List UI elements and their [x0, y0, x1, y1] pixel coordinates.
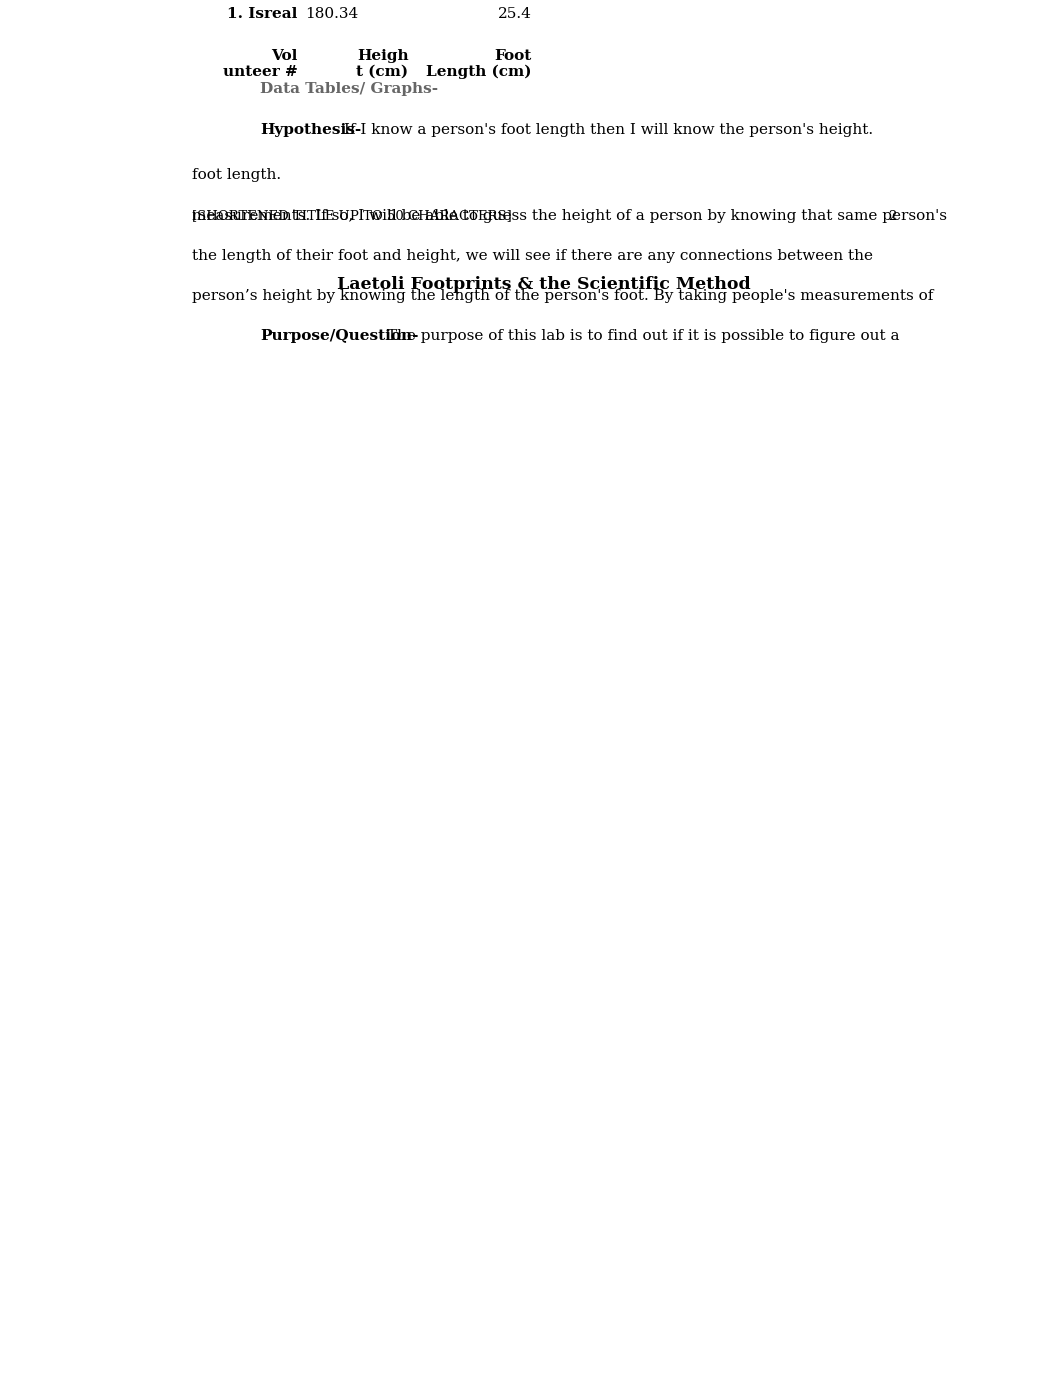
Text: Vol
unteer #: Vol unteer #	[223, 48, 297, 78]
Text: 180.34: 180.34	[306, 7, 359, 21]
Text: [SHORTENED TITLE UP TO 50 CHARACTERS]: [SHORTENED TITLE UP TO 50 CHARACTERS]	[192, 209, 512, 223]
Text: measurements. If so, I will be able to guess the height of a person by knowing t: measurements. If so, I will be able to g…	[192, 209, 947, 223]
FancyBboxPatch shape	[192, 0, 536, 52]
Text: 25.4: 25.4	[498, 7, 532, 21]
Text: Laetoli Footprints & the Scientific Method: Laetoli Footprints & the Scientific Meth…	[338, 277, 751, 293]
Text: foot length.: foot length.	[192, 168, 281, 182]
Text: the length of their foot and height, we will see if there are any connections be: the length of their foot and height, we …	[192, 249, 873, 263]
Text: Purpose/Question-: Purpose/Question-	[260, 329, 418, 344]
Text: 2: 2	[888, 209, 896, 223]
FancyBboxPatch shape	[192, 11, 536, 52]
FancyBboxPatch shape	[192, 0, 536, 11]
Text: Heigh
t (cm): Heigh t (cm)	[357, 48, 409, 78]
Text: Foot
Length (cm): Foot Length (cm)	[427, 48, 532, 80]
Text: Data Tables/ Graphs-: Data Tables/ Graphs-	[260, 83, 439, 96]
Text: 1. Isreal: 1. Isreal	[227, 7, 297, 21]
Text: Hypothesis-: Hypothesis-	[260, 122, 361, 136]
Text: If I know a person's foot length then I will know the person's height.: If I know a person's foot length then I …	[340, 122, 873, 136]
Text: person’s height by knowing the length of the person's foot. By taking people's m: person’s height by knowing the length of…	[192, 289, 933, 303]
Text: The purpose of this lab is to find out if it is possible to figure out a: The purpose of this lab is to find out i…	[382, 329, 900, 344]
